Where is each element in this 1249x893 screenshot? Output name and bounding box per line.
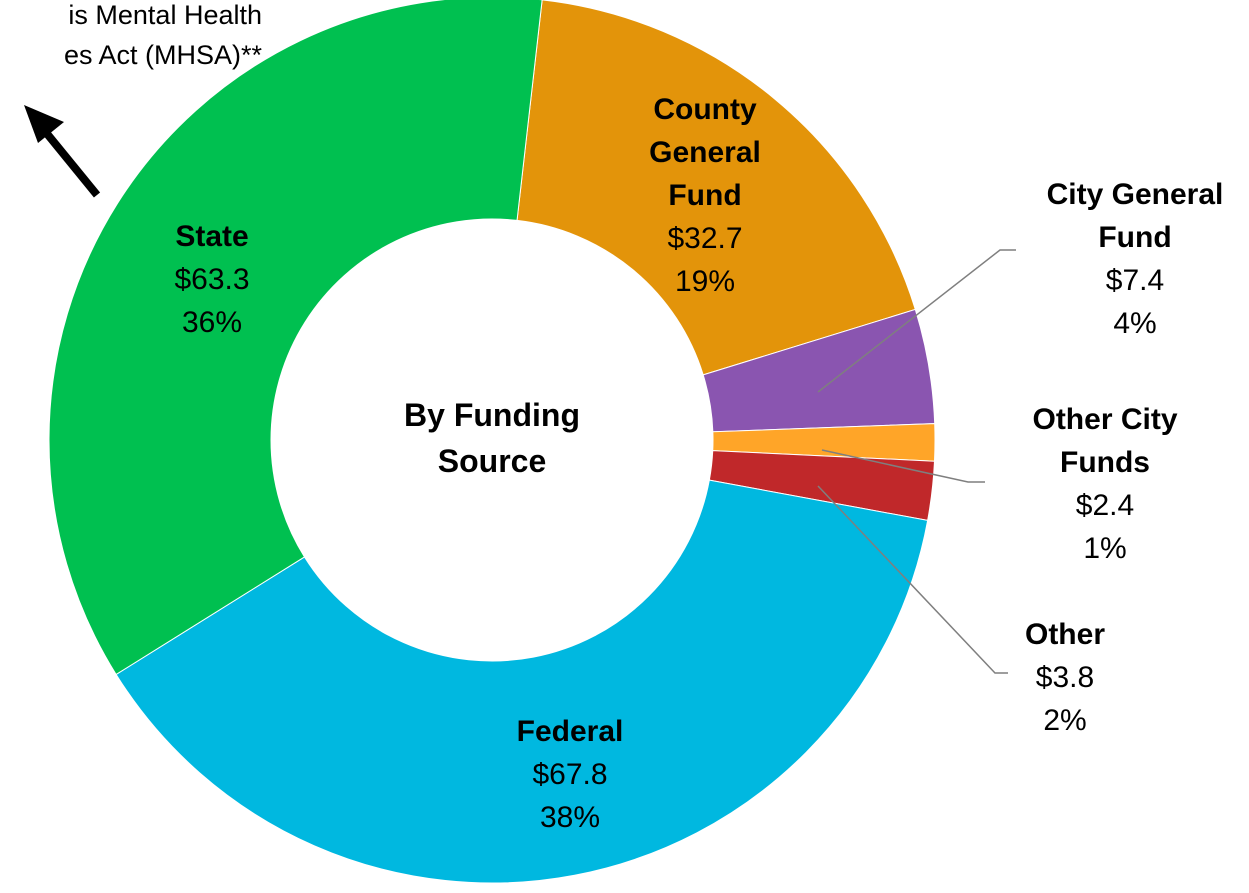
percent-label: 38% (470, 796, 670, 839)
percent-label: 4% (1010, 302, 1249, 345)
value-label: $67.8 (470, 753, 670, 796)
category-label: State (112, 215, 312, 258)
annotation: es Act (MHSA)** (64, 40, 262, 71)
category-label: Other City Funds (1000, 398, 1210, 484)
annotation: is Mental Health (68, 0, 262, 31)
category-label: City General Fund (1010, 173, 1249, 259)
arrow (24, 105, 97, 195)
percent-label: 2% (990, 699, 1140, 742)
percent-label: 1% (1000, 527, 1210, 570)
value-label: $7.4 (1010, 259, 1249, 302)
value-label: $32.7 (620, 217, 790, 260)
value-label: $2.4 (1000, 484, 1210, 527)
category-label: County General Fund (620, 88, 790, 217)
category-label: Other (990, 613, 1140, 656)
category-label: Federal (470, 710, 670, 753)
percent-label: 19% (620, 260, 790, 303)
value-label: $3.8 (990, 656, 1140, 699)
center-label: By Funding Source (352, 392, 632, 484)
percent-label: 36% (112, 301, 312, 344)
chart: is Mental Health es Act (MHSA)** By Fund… (0, 0, 1249, 893)
value-label: $63.3 (112, 258, 312, 301)
